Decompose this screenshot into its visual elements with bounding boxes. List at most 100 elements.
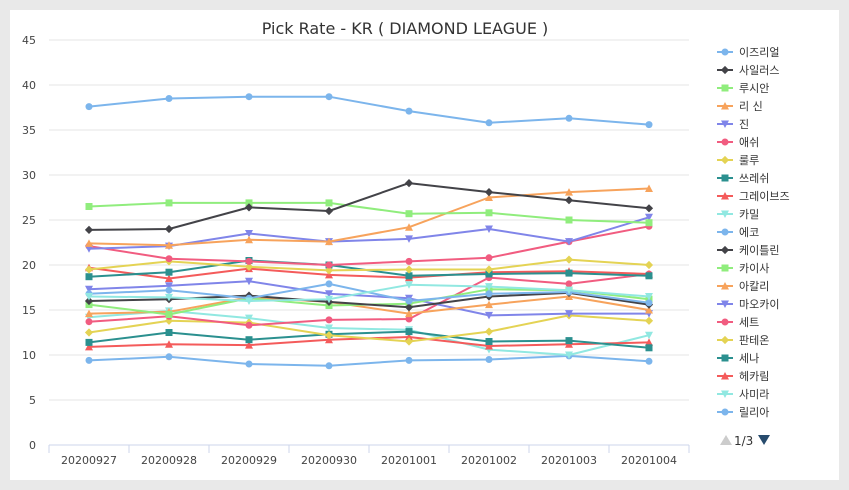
legend-label: 판테온	[739, 334, 769, 347]
data-point	[485, 119, 493, 127]
series-line	[88, 95, 650, 126]
legend-label: 리 신	[739, 100, 763, 113]
legend-label: 세트	[739, 316, 759, 329]
data-point	[565, 351, 573, 359]
data-point	[404, 179, 414, 188]
data-point	[485, 193, 493, 201]
data-point	[165, 282, 173, 290]
legend-item[interactable]: 케이틀린	[717, 244, 779, 257]
data-point	[325, 316, 333, 324]
legend-item[interactable]: 아칼리	[717, 280, 769, 293]
data-point	[405, 223, 413, 231]
legend-item[interactable]: 사일러스	[717, 63, 779, 77]
triangle-up-icon[interactable]	[720, 435, 732, 445]
data-point	[485, 342, 493, 350]
data-point	[485, 283, 493, 291]
data-point	[324, 331, 334, 340]
data-point	[84, 225, 94, 234]
data-point	[85, 203, 93, 210]
series-18	[85, 328, 653, 352]
legend-item[interactable]: 루시안	[717, 82, 769, 95]
chart-frame: Pick Rate - KR ( DIAMOND LEAGUE ) 0 5 10 15…	[10, 10, 839, 480]
legend-item[interactable]: 진	[717, 118, 749, 131]
legend-pager: 1/3	[720, 434, 770, 448]
data-point	[165, 286, 173, 294]
data-point	[85, 239, 93, 247]
x-tick-label: 20201002	[461, 454, 517, 467]
data-point	[325, 199, 333, 207]
y-tick-label: 35	[22, 124, 36, 137]
legend-swatch-marker	[720, 65, 730, 75]
data-point	[85, 273, 93, 281]
data-point	[84, 296, 94, 306]
y-tick-label: 5	[29, 394, 36, 407]
data-point	[245, 360, 253, 368]
legend-item[interactable]: 이즈리얼	[717, 45, 779, 59]
triangle-down-icon[interactable]	[758, 435, 770, 445]
data-point	[405, 297, 413, 305]
y-tick-label: 45	[22, 34, 36, 47]
series-line	[88, 314, 650, 343]
data-point	[645, 344, 653, 352]
data-point	[485, 300, 493, 309]
data-point	[645, 219, 653, 227]
series-line	[88, 273, 650, 327]
legend-item[interactable]: 그레이브즈	[717, 190, 790, 203]
data-point	[565, 337, 573, 345]
data-point	[645, 121, 653, 129]
data-point	[404, 265, 414, 274]
data-point	[325, 237, 333, 246]
legend-item[interactable]: 애쉬	[717, 136, 759, 149]
legend-label: 그레이브즈	[739, 190, 790, 203]
legend-item[interactable]: 사미라	[717, 388, 769, 401]
data-point	[325, 93, 333, 101]
data-point	[405, 107, 413, 115]
series-15	[85, 277, 653, 320]
legend-swatch-marker	[721, 84, 729, 92]
data-point	[485, 225, 493, 233]
legend-item[interactable]: 판테온	[717, 334, 769, 347]
legend-label: 세나	[739, 352, 759, 365]
series-1	[85, 93, 653, 129]
data-point	[565, 269, 573, 277]
data-point	[565, 188, 573, 196]
legend-swatch-marker	[721, 48, 729, 56]
legend-item[interactable]: 에코	[717, 226, 759, 239]
data-point	[405, 257, 413, 265]
legend-item[interactable]: 룰루	[717, 154, 759, 167]
data-point	[405, 356, 413, 364]
data-point	[485, 356, 493, 363]
data-point	[325, 270, 333, 279]
data-point	[645, 213, 653, 222]
legend-item[interactable]: 카이사	[717, 262, 769, 275]
data-point	[405, 235, 413, 243]
data-point	[244, 203, 254, 212]
series-line	[88, 258, 650, 272]
y-tick-label: 20	[22, 259, 36, 272]
legend-item[interactable]: 카밀	[717, 208, 759, 221]
legend-item[interactable]: 쓰레쉬	[717, 172, 769, 185]
legend-item[interactable]: 세나	[717, 352, 759, 365]
legend-item[interactable]: 마오카이	[717, 298, 779, 311]
y-tick-label: 10	[22, 349, 36, 362]
legend-swatch-marker	[721, 210, 729, 218]
legend-item[interactable]: 헤카림	[717, 370, 769, 383]
data-point	[565, 216, 573, 224]
legend-item[interactable]: 릴리아	[717, 406, 769, 419]
legend-item[interactable]: 리 신	[717, 100, 763, 113]
series-line	[88, 283, 650, 302]
legend-item[interactable]: 세트	[717, 316, 759, 329]
series-line	[88, 182, 650, 231]
data-point	[85, 356, 93, 364]
series-line	[88, 280, 649, 317]
data-point	[165, 199, 173, 207]
data-point	[564, 255, 574, 264]
data-point	[85, 338, 93, 346]
data-point	[324, 266, 334, 275]
x-tick-label: 20201003	[541, 454, 597, 467]
data-point	[324, 206, 334, 216]
data-point	[165, 311, 173, 318]
data-point	[165, 353, 173, 361]
legend-swatch-marker	[721, 120, 729, 128]
